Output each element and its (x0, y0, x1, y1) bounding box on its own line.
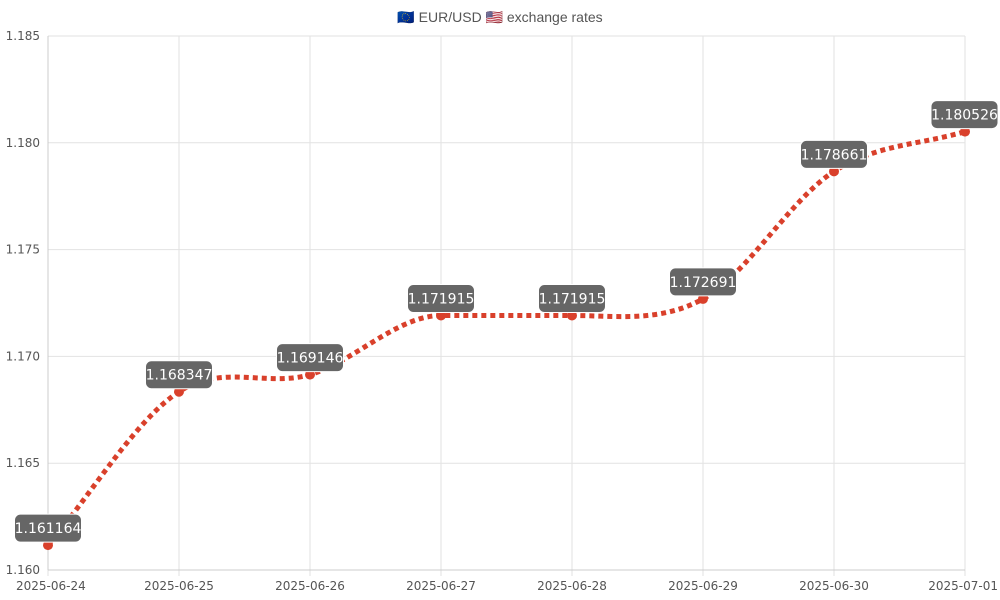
data-label-box (930, 100, 999, 130)
data-label-box (800, 139, 868, 169)
data-points (43, 126, 970, 551)
y-tick-label: 1.180 (6, 136, 40, 150)
data-label-text: 1.172691 (670, 275, 737, 291)
y-tick-label: 1.160 (6, 563, 40, 577)
data-label: 1.161164 (14, 513, 82, 543)
data-label-box (276, 343, 344, 373)
data-label: 1.171915 (407, 283, 475, 313)
axes: 1.160 1.165 1.170 1.175 1.180 1.185 2025-06-24… (6, 29, 998, 593)
data-label: 1.180526 (930, 100, 999, 130)
data-labels: 1.161164 1.168347 1.169146 1.171915 1.171915… (14, 100, 999, 543)
data-label-box (538, 283, 606, 313)
y-tick-label: 1.165 (6, 456, 40, 470)
data-label-text: 1.169146 (277, 351, 344, 367)
data-label-box (145, 360, 213, 390)
data-label: 1.172691 (669, 267, 737, 297)
x-tick-label: 2025-06-27 (406, 579, 476, 593)
series-line-group (46, 129, 966, 547)
data-label-text: 1.171915 (408, 291, 475, 307)
x-tick-label: 2025-06-28 (537, 579, 607, 593)
y-tick-label: 1.170 (6, 349, 40, 363)
y-tick-label: 1.175 (6, 243, 40, 257)
chart-title: 🇪🇺 EUR/USD 🇺🇸 exchange rates (397, 9, 602, 25)
x-tick-label: 2025-06-25 (144, 579, 214, 593)
data-label-box (669, 267, 737, 297)
data-label: 1.178661 (800, 139, 868, 169)
x-tick-label: 2025-06-24 (16, 579, 86, 593)
x-tick-label: 2025-07-01 (928, 579, 998, 593)
grid (47, 35, 966, 576)
data-label-text: 1.178661 (801, 147, 868, 163)
y-tick-label: 1.185 (6, 29, 40, 43)
data-label: 1.169146 (276, 343, 344, 373)
series-line (46, 129, 966, 547)
data-label: 1.168347 (145, 360, 213, 390)
data-label-text: 1.168347 (146, 368, 213, 384)
data-label-text: 1.180526 (931, 108, 998, 124)
x-tick-label: 2025-06-26 (275, 579, 345, 593)
data-label-text: 1.161164 (15, 521, 82, 537)
data-label: 1.171915 (538, 283, 606, 313)
data-label-text: 1.171915 (539, 291, 606, 307)
x-tick-label: 2025-06-29 (668, 579, 738, 593)
data-label-box (407, 283, 475, 313)
data-label-box (14, 513, 82, 543)
x-tick-label: 2025-06-30 (799, 579, 869, 593)
